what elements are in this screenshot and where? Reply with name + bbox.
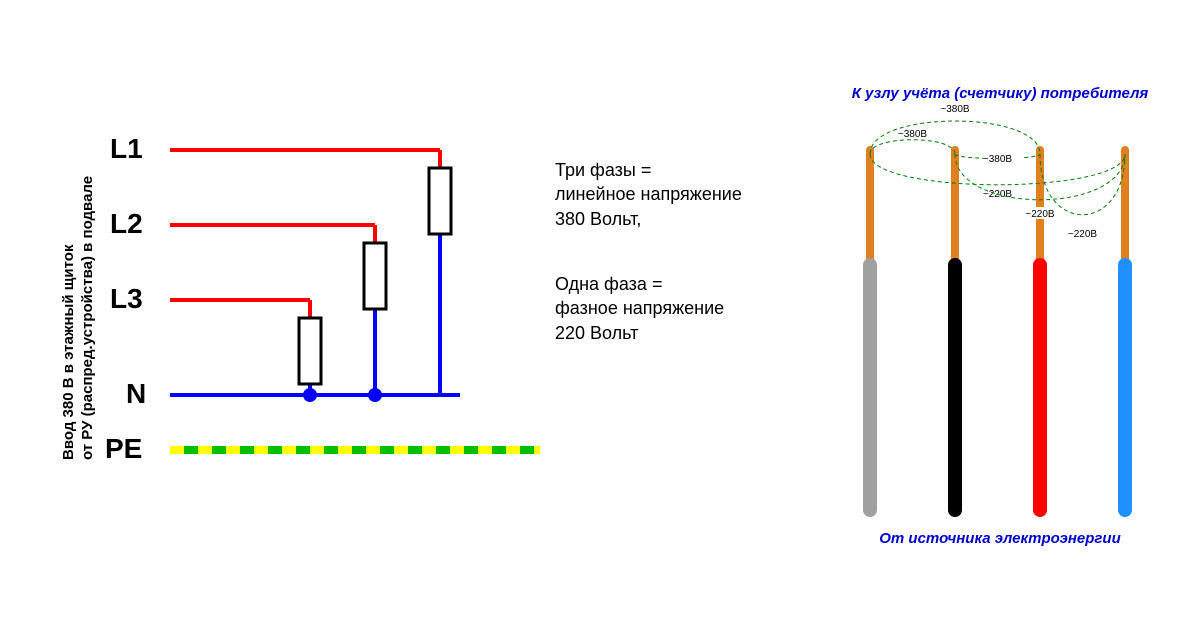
svg-text:~380В: ~380В — [983, 154, 1013, 165]
diagram-canvas: ~380В~380В~380В~220В~220В~220В — [0, 0, 1195, 627]
svg-text:~380В: ~380В — [898, 129, 928, 140]
svg-text:~220В: ~220В — [1068, 229, 1098, 240]
svg-text:~380В: ~380В — [940, 104, 970, 115]
svg-text:~220В: ~220В — [1025, 209, 1055, 220]
